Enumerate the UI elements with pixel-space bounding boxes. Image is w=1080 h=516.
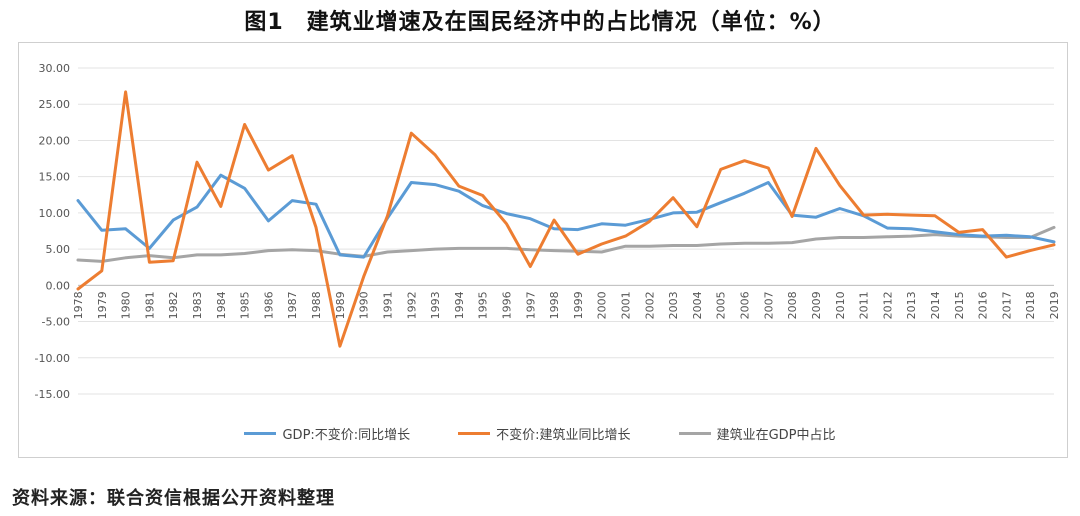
y-tick-label: 15.00 xyxy=(39,171,71,184)
legend-item-construction-growth: 不变价:建筑业同比增长 xyxy=(458,424,631,443)
x-tick-label: 2006 xyxy=(739,291,752,319)
x-tick-label: 1979 xyxy=(96,291,109,319)
x-tick-label: 2005 xyxy=(715,291,728,319)
x-tick-label: 1999 xyxy=(572,291,585,319)
x-tick-label: 1994 xyxy=(453,291,466,319)
x-tick-label: 1993 xyxy=(429,291,442,319)
y-tick-label: -10.00 xyxy=(35,352,70,365)
legend-swatch-construction-growth xyxy=(458,432,491,435)
legend-item-gdp: GDP:不变价:同比增长 xyxy=(244,424,410,443)
x-tick-label: 2008 xyxy=(786,291,799,319)
x-tick-label: 2014 xyxy=(929,291,942,319)
x-tick-label: 2015 xyxy=(953,291,966,319)
x-tick-label: 1978 xyxy=(72,291,85,319)
x-tick-label: 1982 xyxy=(167,291,180,319)
y-tick-label: 30.00 xyxy=(39,62,71,75)
legend-item-construction-share: 建筑业在GDP中占比 xyxy=(678,424,836,443)
x-tick-label: 1980 xyxy=(120,291,133,319)
x-tick-label: 1990 xyxy=(358,291,371,319)
x-tick-label: 1986 xyxy=(262,291,275,319)
y-tick-label: 10.00 xyxy=(39,207,71,220)
x-tick-label: 2002 xyxy=(643,291,656,319)
y-tick-label: -15.00 xyxy=(35,388,70,401)
x-tick-label: 1989 xyxy=(334,291,347,319)
x-tick-label: 1988 xyxy=(310,291,323,319)
x-tick-label: 1985 xyxy=(239,291,252,319)
legend-label-gdp: GDP:不变价:同比增长 xyxy=(282,428,411,443)
legend-swatch-construction-share xyxy=(678,432,711,435)
x-tick-label: 2003 xyxy=(667,291,680,319)
legend-swatch-gdp xyxy=(244,432,277,435)
x-tick-label: 2011 xyxy=(858,291,871,319)
y-tick-label: 25.00 xyxy=(39,98,71,111)
x-tick-label: 1991 xyxy=(381,291,394,319)
x-tick-label: 2013 xyxy=(905,291,918,319)
x-tick-label: 2018 xyxy=(1024,291,1037,319)
x-tick-label: 1997 xyxy=(524,291,537,319)
x-tick-label: 1998 xyxy=(548,291,561,319)
x-tick-label: 2019 xyxy=(1048,291,1061,319)
y-tick-label: 20.00 xyxy=(39,134,71,147)
x-tick-label: 1981 xyxy=(143,291,156,319)
source-note: 资料来源：联合资信根据公开资料整理 xyxy=(12,488,335,509)
legend-label-construction-growth: 不变价:建筑业同比增长 xyxy=(496,428,631,443)
x-tick-label: 2016 xyxy=(977,291,990,319)
legend-label-construction-share: 建筑业在GDP中占比 xyxy=(716,428,836,443)
chart-title: 图1 建筑业增速及在国民经济中的占比情况（单位：%） xyxy=(244,10,836,35)
line-chart: 30.00 25.00 20.00 15.00 10.00 5.00 0.00 -5.00 -1… xyxy=(35,62,1061,401)
x-tick-label: 1987 xyxy=(286,291,299,319)
x-tick-label: 2010 xyxy=(834,291,847,319)
series-line-0 xyxy=(76,173,1056,259)
x-tick-label: 1992 xyxy=(405,291,418,319)
x-tick-label: 2017 xyxy=(1000,291,1013,319)
x-tick-label: 1996 xyxy=(500,291,513,319)
x-tick-label: 2004 xyxy=(691,291,704,319)
x-tick-label: 2007 xyxy=(762,291,775,319)
series-line-1 xyxy=(76,90,1056,348)
x-tick-label: 1983 xyxy=(191,291,204,319)
y-tick-label: 5.00 xyxy=(46,243,71,256)
x-tick-label: 2012 xyxy=(881,291,894,319)
x-tick-label: 1995 xyxy=(477,291,490,319)
x-tick-label: 2001 xyxy=(620,291,633,319)
series-line-2 xyxy=(76,225,1056,263)
x-tick-label: 2000 xyxy=(596,291,609,319)
y-tick-label: 0.00 xyxy=(46,279,71,292)
chart-legend: GDP:不变价:同比增长 不变价:建筑业同比增长 建筑业在GDP中占比 xyxy=(0,424,1080,443)
x-tick-label: 2009 xyxy=(810,291,823,319)
x-tick-label: 1984 xyxy=(215,291,228,319)
y-tick-label: -5.00 xyxy=(42,316,70,329)
